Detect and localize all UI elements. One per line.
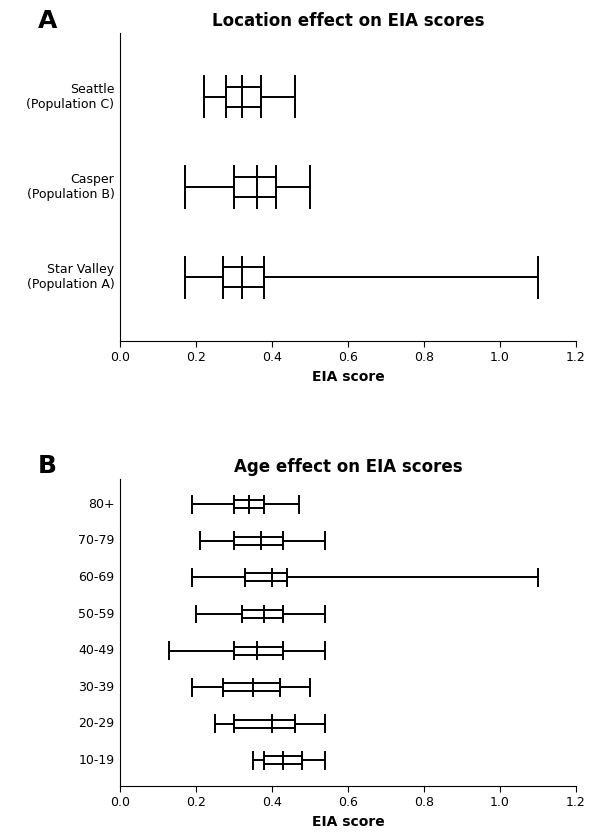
Bar bbox=[226, 87, 260, 107]
Bar bbox=[234, 537, 283, 545]
Bar bbox=[242, 610, 283, 618]
Bar bbox=[234, 177, 276, 197]
Bar bbox=[234, 500, 265, 508]
Title: Location effect on EIA scores: Location effect on EIA scores bbox=[212, 13, 484, 30]
Bar bbox=[223, 683, 280, 691]
Text: B: B bbox=[38, 454, 57, 478]
Text: A: A bbox=[38, 9, 57, 33]
Bar bbox=[234, 720, 295, 727]
Bar bbox=[265, 757, 302, 764]
Bar bbox=[234, 646, 283, 655]
Bar bbox=[245, 573, 287, 582]
Title: Age effect on EIA scores: Age effect on EIA scores bbox=[233, 458, 463, 476]
X-axis label: EIA score: EIA score bbox=[311, 815, 385, 828]
Bar bbox=[223, 268, 265, 288]
X-axis label: EIA score: EIA score bbox=[311, 370, 385, 384]
